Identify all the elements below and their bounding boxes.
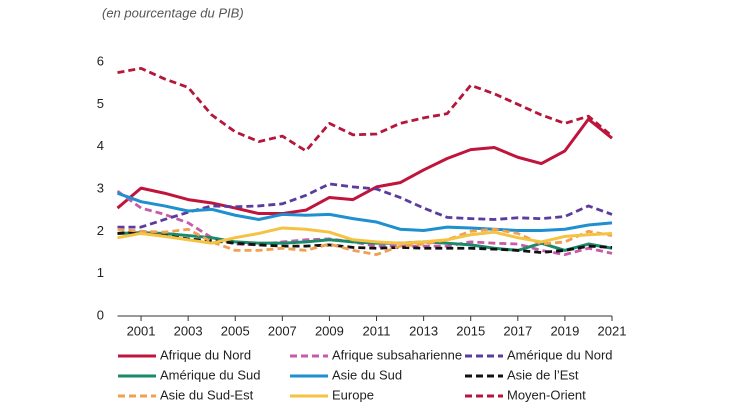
y-tick-label: 0 <box>97 307 104 322</box>
legend-label: Afrique subsaharienne <box>332 347 462 362</box>
x-tick-label: 2007 <box>268 323 297 338</box>
y-tick-label: 2 <box>97 223 104 238</box>
series-line <box>117 229 613 254</box>
x-tick-label: 2001 <box>127 323 156 338</box>
series-line <box>116 191 613 232</box>
legend-label: Amérique du Nord <box>507 347 613 362</box>
chart-subtitle: (en pourcentage du PIB) <box>102 5 244 20</box>
series-line <box>117 182 613 229</box>
legend-label: Asie de l’Est <box>507 367 579 382</box>
x-tick-label: 2005 <box>221 323 250 338</box>
y-tick-label: 6 <box>97 53 104 68</box>
legend-label: Asie du Sud <box>332 367 402 382</box>
legend-label: Europe <box>332 387 374 402</box>
x-tick-label: 2019 <box>550 323 579 338</box>
legend-label: Asie du Sud-Est <box>160 387 254 402</box>
series-line <box>117 226 613 245</box>
y-tick-label: 5 <box>97 96 104 111</box>
x-tick-label: 2021 <box>598 323 627 338</box>
x-tick-label: 2017 <box>503 323 532 338</box>
series-line <box>116 189 613 257</box>
series-line <box>116 117 613 216</box>
y-tick-label: 3 <box>97 180 104 195</box>
x-tick-label: 2015 <box>456 323 485 338</box>
x-tick-label: 2009 <box>315 323 344 338</box>
series-line <box>117 66 613 153</box>
y-tick-label: 1 <box>97 265 104 280</box>
legend-label: Amérique du Sud <box>160 367 260 382</box>
y-tick-label: 4 <box>97 138 104 153</box>
legend-label: Moyen-Orient <box>507 387 586 402</box>
x-tick-label: 2011 <box>363 323 391 338</box>
series-line <box>117 231 613 252</box>
legend-label: Afrique du Nord <box>160 347 251 362</box>
x-tick-label: 2013 <box>409 323 438 338</box>
x-tick-label: 2003 <box>174 323 203 338</box>
